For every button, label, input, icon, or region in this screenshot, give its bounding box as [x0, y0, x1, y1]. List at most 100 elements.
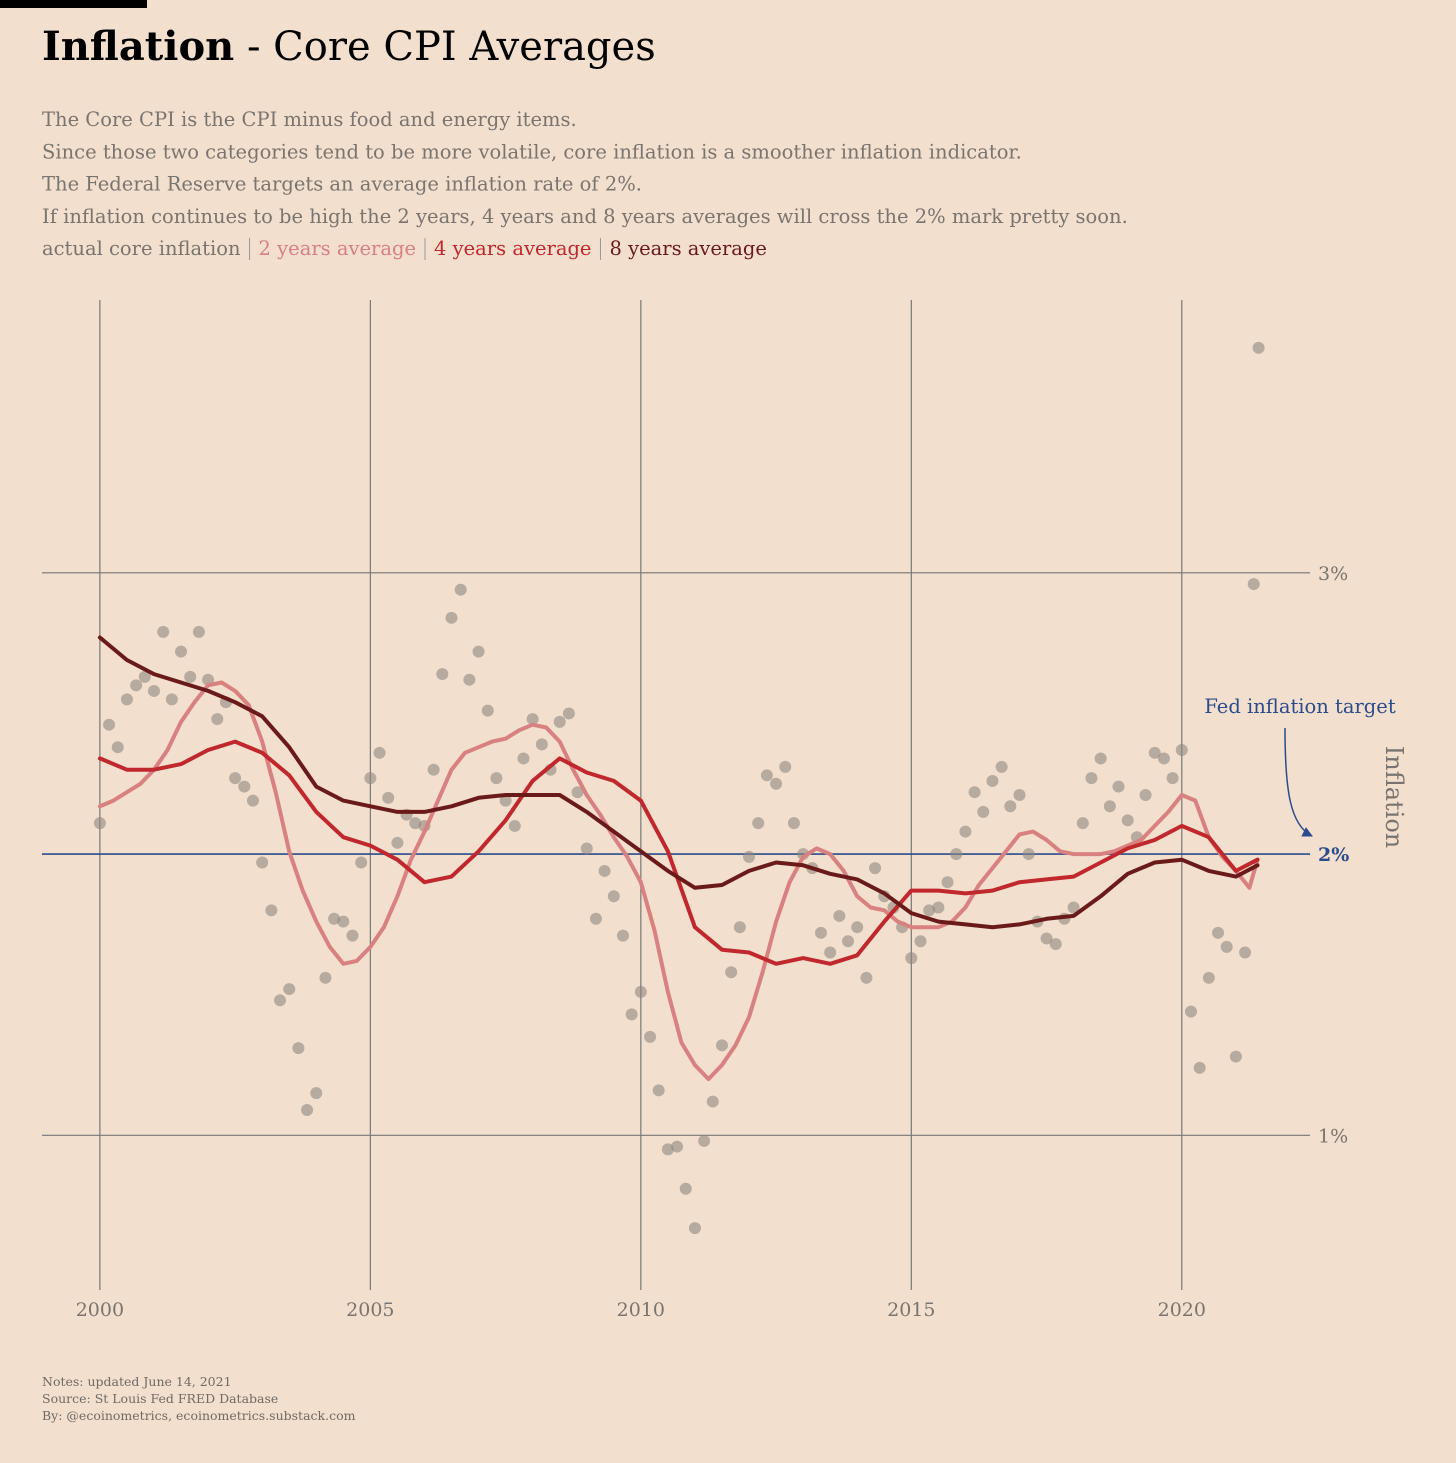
note-line: By: @ecoinometrics, ecoinometrics.substa…: [42, 1408, 356, 1423]
data-point: [265, 904, 278, 917]
data-point: [851, 921, 864, 934]
data-point: [499, 794, 512, 807]
x-tick-label: 2005: [346, 1299, 394, 1321]
x-tick-label: 2000: [76, 1299, 124, 1321]
data-point: [1112, 780, 1125, 793]
data-point: [1040, 932, 1053, 945]
data-point: [111, 741, 124, 754]
data-point: [1067, 901, 1080, 914]
data-point: [445, 611, 458, 624]
data-point: [1022, 848, 1035, 861]
data-point: [725, 966, 738, 979]
data-point: [1193, 1061, 1206, 1074]
data-point: [977, 805, 990, 818]
data-point: [571, 786, 584, 799]
data-point: [1220, 940, 1233, 953]
data-point: [787, 817, 800, 830]
data-point: [932, 901, 945, 914]
data-point: [454, 583, 467, 596]
data-point: [1103, 800, 1116, 813]
legend-entry: 8 years average: [609, 237, 766, 260]
data-point: [337, 915, 350, 928]
data-point: [292, 1042, 305, 1055]
data-point: [364, 772, 377, 785]
data-point: [238, 780, 251, 793]
data-point: [382, 791, 395, 804]
data-point: [157, 625, 170, 638]
data-point: [589, 912, 602, 925]
x-tick-label: 2020: [1158, 1299, 1206, 1321]
data-point: [283, 983, 296, 996]
data-point: [986, 774, 999, 787]
data-point: [1121, 814, 1134, 827]
data-point: [779, 760, 792, 773]
data-point: [472, 645, 485, 658]
data-point: [138, 670, 151, 683]
y-tick-label: 3%: [1318, 563, 1348, 585]
y-tick-label: 1%: [1318, 1125, 1348, 1147]
data-point: [229, 772, 242, 785]
data-point: [256, 856, 269, 869]
data-point: [860, 971, 873, 984]
subtitle: The Core CPI is the CPI minus food and e…: [42, 108, 1128, 228]
data-point: [355, 856, 368, 869]
data-point: [1157, 752, 1170, 765]
data-point: [526, 713, 539, 726]
data-point: [616, 929, 629, 942]
data-point: [760, 769, 773, 782]
plot: 2000 2005 2010 2015 2020 1% 2% 3%: [42, 300, 1349, 1321]
data-point: [436, 668, 449, 681]
data-point: [310, 1087, 323, 1100]
x-tick-label: 2010: [617, 1299, 665, 1321]
data-point: [165, 693, 178, 706]
data-point: [1004, 800, 1017, 813]
data-point: [671, 1140, 684, 1153]
data-point: [914, 935, 927, 948]
data-point: [1139, 789, 1152, 801]
data-point: [679, 1182, 692, 1195]
data-point: [93, 817, 106, 830]
data-point: [1076, 817, 1089, 830]
data-point: [950, 848, 963, 861]
data-point: [869, 862, 882, 875]
title-bold: Inflation: [42, 23, 234, 70]
data-point: [1013, 789, 1026, 801]
data-point: [508, 819, 521, 832]
annotation: Fed inflation target: [1204, 695, 1395, 718]
data-point: [409, 817, 422, 830]
data-point: [535, 738, 548, 751]
data-point: [1229, 1050, 1242, 1063]
data-point: [147, 684, 160, 697]
data-point: [733, 921, 746, 934]
subtitle-line: Since those two categories tend to be mo…: [42, 140, 1022, 163]
note-line: Notes: updated June 14, 2021: [42, 1374, 232, 1389]
data-point: [562, 707, 575, 720]
series-line: [97, 680, 1260, 1082]
data-point: [634, 985, 647, 998]
data-point: [1202, 971, 1215, 984]
data-point: [481, 704, 494, 717]
data-point: [1175, 744, 1188, 756]
data-point: [1085, 772, 1098, 785]
data-point: [103, 718, 116, 731]
data-point: [833, 909, 846, 922]
series-line: [97, 635, 1260, 930]
data-point: [1184, 1005, 1197, 1018]
data-point: [814, 926, 827, 939]
subtitle-line: The Federal Reserve targets an average i…: [42, 173, 642, 196]
data-point: [995, 760, 1008, 773]
chart-title: Inflation - Core CPI Averages: [42, 23, 656, 70]
data-point: [373, 746, 386, 759]
data-point: [923, 904, 936, 917]
data-point: [175, 645, 188, 658]
data-point: [120, 693, 133, 706]
legend-entry: actual core inflation: [42, 237, 241, 260]
data-point: [688, 1222, 701, 1235]
data-point: [490, 772, 503, 785]
data-point: [941, 876, 954, 889]
data-point: [1094, 752, 1107, 765]
y-tick-label: 2%: [1318, 844, 1349, 866]
data-point: [968, 786, 981, 799]
data-point: [1166, 772, 1179, 785]
